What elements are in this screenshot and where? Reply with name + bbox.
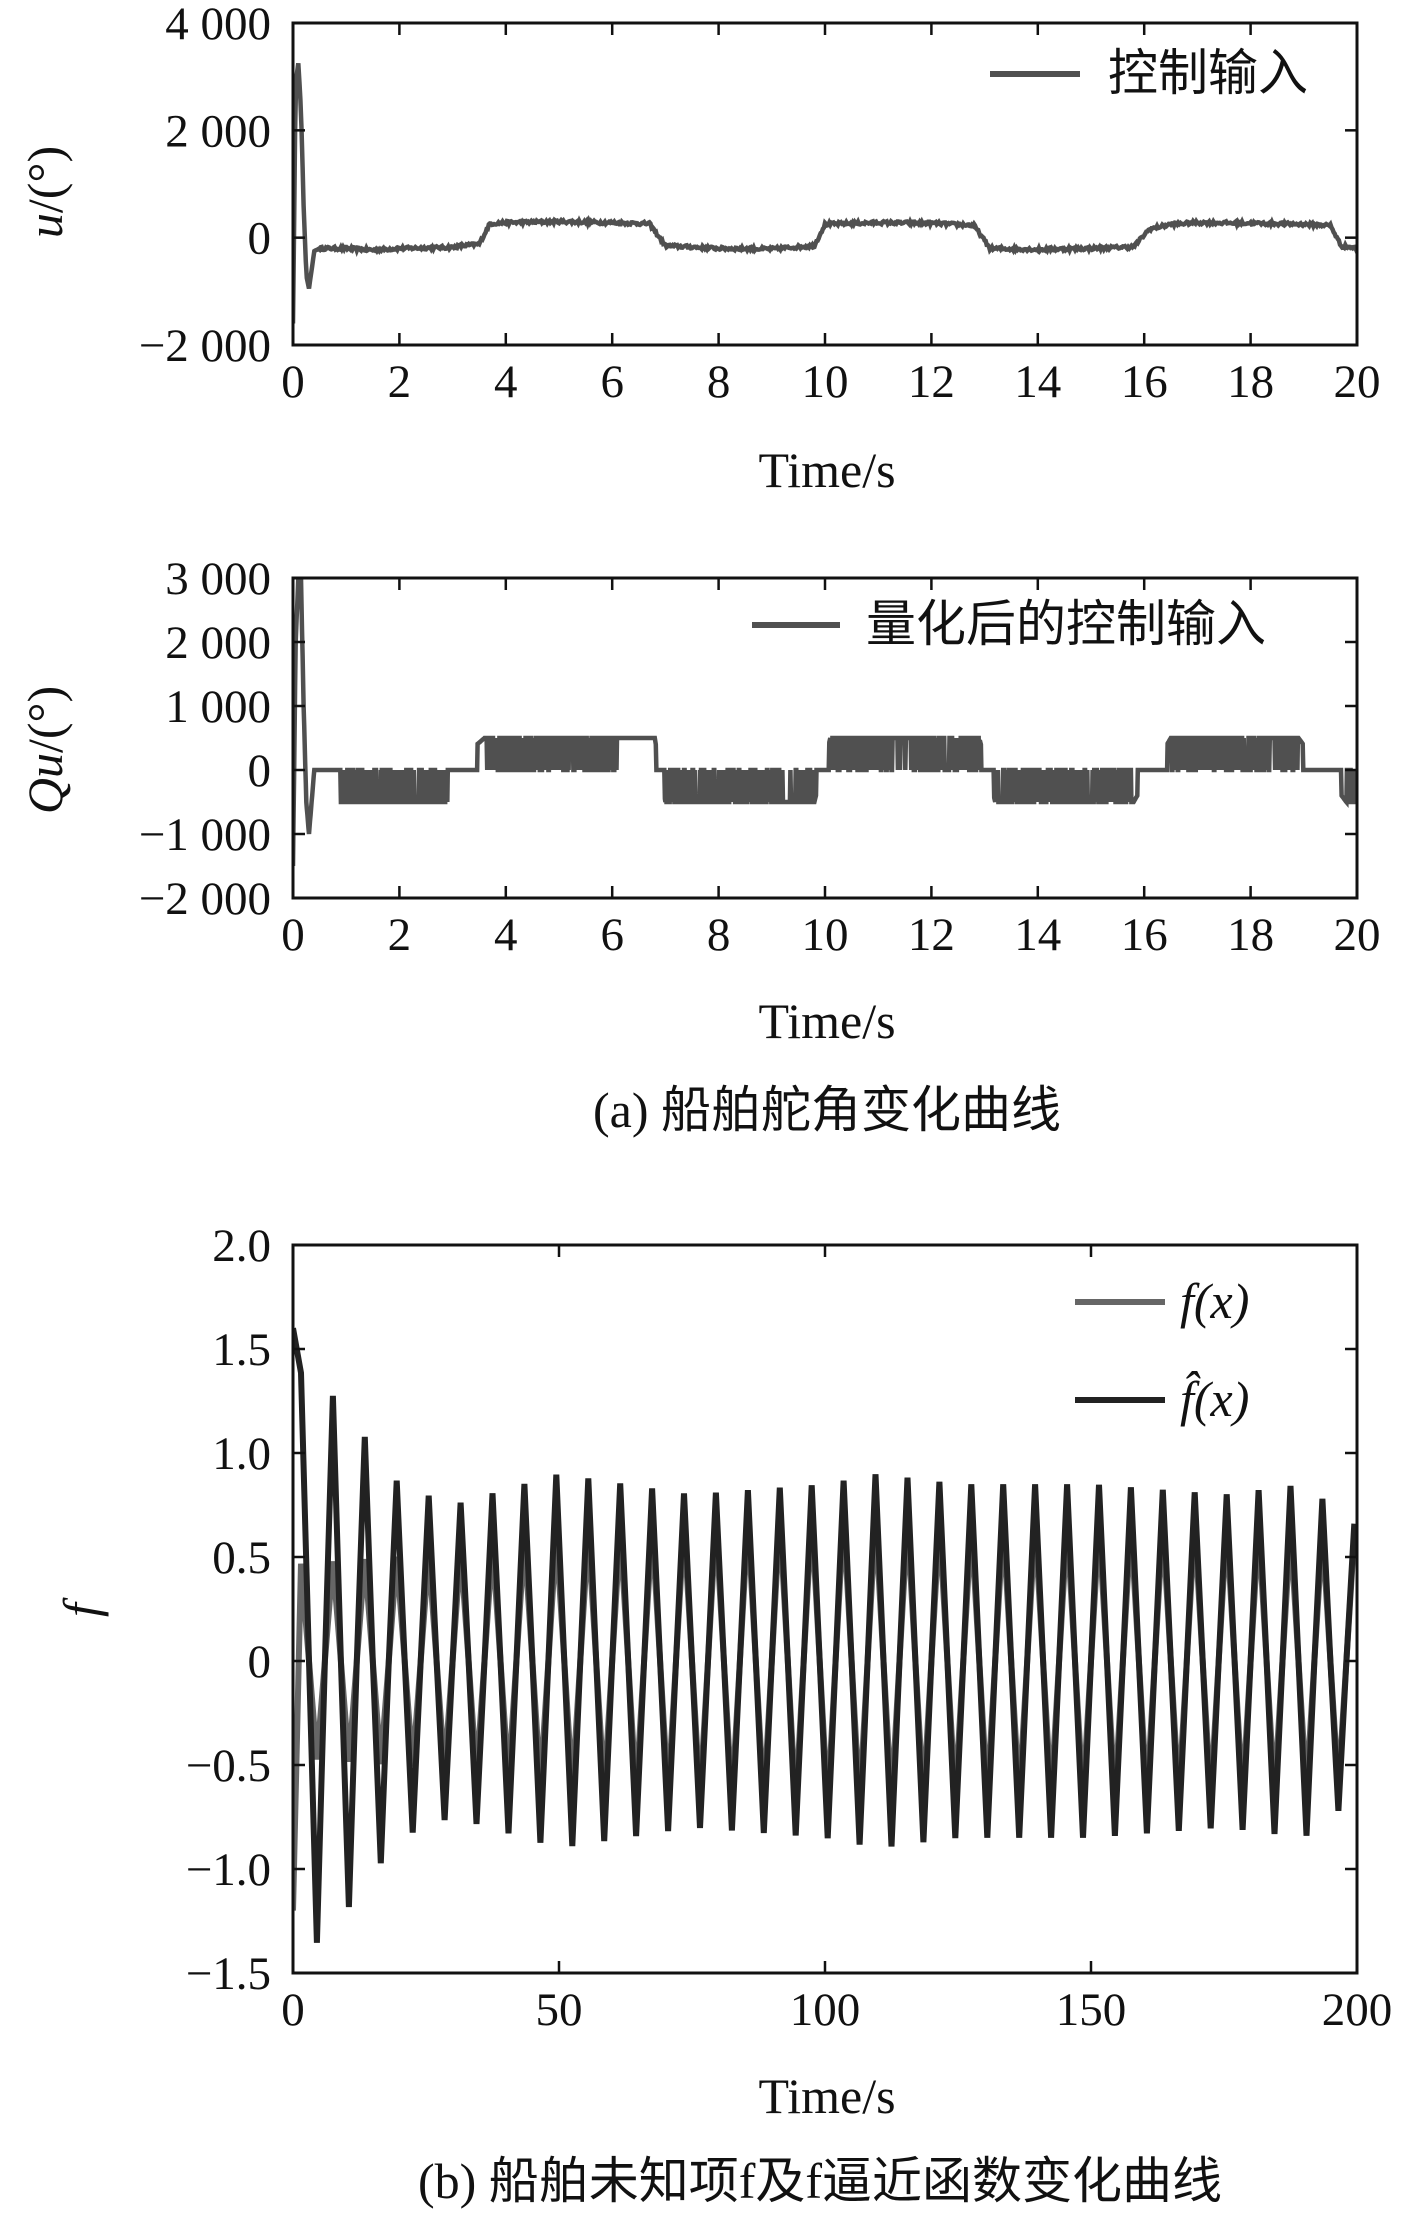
series-line-2 bbox=[293, 1327, 1357, 1943]
x-tick-label: 10 bbox=[802, 356, 849, 408]
legend-label: 控制输入 bbox=[1108, 45, 1308, 101]
x-tick-label: 12 bbox=[908, 356, 955, 408]
y-tick-label: −1.5 bbox=[186, 1948, 271, 2000]
y-axis-label: f bbox=[53, 1597, 109, 1617]
x-tick-label: 18 bbox=[1227, 356, 1274, 408]
y-tick-label: 0.5 bbox=[212, 1532, 271, 1584]
y-axis-label: u/(°) bbox=[17, 146, 73, 238]
y-tick-label: −1.0 bbox=[186, 1844, 271, 1896]
y-tick-label: 3 000 bbox=[165, 553, 271, 605]
y-tick-label: 2.0 bbox=[212, 1220, 271, 1272]
y-tick-label: −2 000 bbox=[139, 873, 271, 925]
x-tick-label: 16 bbox=[1121, 909, 1168, 961]
x-tick-label: 6 bbox=[600, 909, 624, 961]
legend-label: 量化后的控制输入 bbox=[866, 596, 1266, 652]
y-tick-label: 0 bbox=[248, 745, 272, 797]
y-tick-label: −0.5 bbox=[186, 1740, 271, 1792]
x-tick-label: 2 bbox=[388, 356, 412, 408]
y-tick-label: 1.0 bbox=[212, 1428, 271, 1480]
y-tick-label: −1 000 bbox=[139, 809, 271, 861]
x-tick-label: 14 bbox=[1014, 909, 1061, 961]
x-tick-label: 2 bbox=[388, 909, 412, 961]
x-tick-label: 20 bbox=[1334, 356, 1381, 408]
y-tick-label: 2 000 bbox=[165, 105, 271, 157]
x-tick-label: 50 bbox=[536, 1984, 583, 2036]
legend-label-1: f(x) bbox=[1180, 1273, 1249, 1329]
x-tick-label: 12 bbox=[908, 909, 955, 961]
legend: 量化后的控制输入 bbox=[752, 596, 1266, 652]
x-tick-label: 16 bbox=[1121, 356, 1168, 408]
x-axis-label: Time/s bbox=[758, 993, 895, 1049]
caption-b: (b) 船舶未知项f及f逼近函数变化曲线 bbox=[418, 2153, 1222, 2209]
y-tick-label: 1.5 bbox=[212, 1324, 271, 1376]
series-layer bbox=[293, 578, 1357, 867]
tick-layer: 0 50 100 150 200 2.0 1.5 1.0 0.5 0 −0.5 −1.0 −1.5 bbox=[186, 1220, 1393, 2036]
x-tick-label: 0 bbox=[281, 909, 305, 961]
x-axis-label: Time/s bbox=[758, 2068, 895, 2124]
x-tick-label: 6 bbox=[600, 356, 624, 408]
x-tick-label: 150 bbox=[1056, 1984, 1127, 2036]
x-tick-label: 10 bbox=[802, 909, 849, 961]
y-tick-label: 4 000 bbox=[165, 0, 271, 50]
x-tick-label: 4 bbox=[494, 356, 518, 408]
y-tick-label: 2 000 bbox=[165, 617, 271, 669]
chart-f: 0 50 100 150 200 2.0 1.5 1.0 0.5 0 −0.5 −1.0 −1.5 Ti… bbox=[53, 1220, 1392, 2124]
x-tick-label: 4 bbox=[494, 909, 518, 961]
series-line-1 bbox=[293, 578, 1357, 867]
x-tick-label: 14 bbox=[1014, 356, 1061, 408]
y-tick-label: 0 bbox=[248, 213, 272, 265]
y-tick-label: 1 000 bbox=[165, 681, 271, 733]
series-layer bbox=[293, 63, 1357, 324]
x-tick-label: 0 bbox=[281, 356, 305, 408]
caption-a: (a) 船舶舵角变化曲线 bbox=[593, 1082, 1061, 1138]
x-tick-label: 18 bbox=[1227, 909, 1274, 961]
legend: 控制输入 bbox=[990, 45, 1308, 101]
x-tick-label: 200 bbox=[1322, 1984, 1393, 2036]
x-tick-label: 20 bbox=[1334, 909, 1381, 961]
series-line-1 bbox=[293, 63, 1357, 324]
x-tick-label: 8 bbox=[707, 356, 731, 408]
x-tick-label: 100 bbox=[790, 1984, 861, 2036]
series-layer bbox=[293, 1327, 1357, 1943]
x-tick-label: 8 bbox=[707, 909, 731, 961]
y-tick-label: 0 bbox=[248, 1636, 272, 1688]
x-axis-label: Time/s bbox=[758, 442, 895, 498]
legend: f(x) f̂(x) bbox=[1075, 1273, 1249, 1427]
y-tick-label: −2 000 bbox=[139, 320, 271, 372]
x-tick-label: 0 bbox=[281, 1984, 305, 2036]
legend-label-2: f̂(x) bbox=[1180, 1370, 1249, 1427]
y-axis-label: Qu/(°) bbox=[17, 686, 73, 814]
